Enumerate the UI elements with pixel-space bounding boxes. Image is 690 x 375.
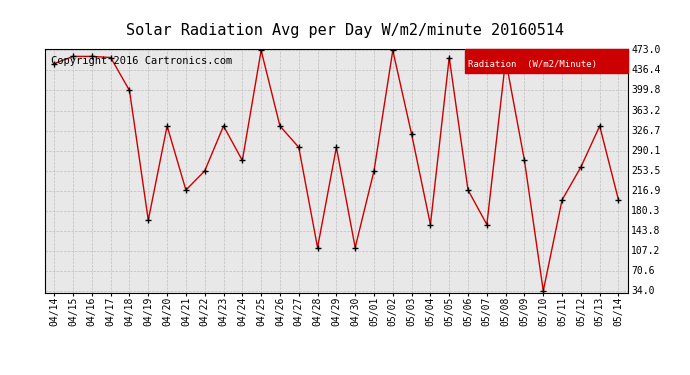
Text: 290.1: 290.1 bbox=[631, 146, 661, 156]
Text: 34.0: 34.0 bbox=[631, 286, 655, 296]
Text: 107.2: 107.2 bbox=[631, 246, 661, 256]
Text: Solar Radiation Avg per Day W/m2/minute 20160514: Solar Radiation Avg per Day W/m2/minute … bbox=[126, 22, 564, 38]
Text: 326.7: 326.7 bbox=[631, 126, 661, 135]
Text: 436.4: 436.4 bbox=[631, 66, 661, 75]
Text: 70.6: 70.6 bbox=[631, 266, 655, 276]
Text: 253.5: 253.5 bbox=[631, 166, 661, 176]
Text: 180.3: 180.3 bbox=[631, 206, 661, 216]
Text: 399.8: 399.8 bbox=[631, 86, 661, 96]
Text: 216.9: 216.9 bbox=[631, 186, 661, 196]
Text: Copyright 2016 Cartronics.com: Copyright 2016 Cartronics.com bbox=[50, 56, 232, 66]
Text: 143.8: 143.8 bbox=[631, 226, 661, 236]
Text: 363.2: 363.2 bbox=[631, 105, 661, 116]
Text: 473.0: 473.0 bbox=[631, 45, 661, 56]
Text: Radiation  (W/m2/Minute): Radiation (W/m2/Minute) bbox=[468, 60, 597, 69]
